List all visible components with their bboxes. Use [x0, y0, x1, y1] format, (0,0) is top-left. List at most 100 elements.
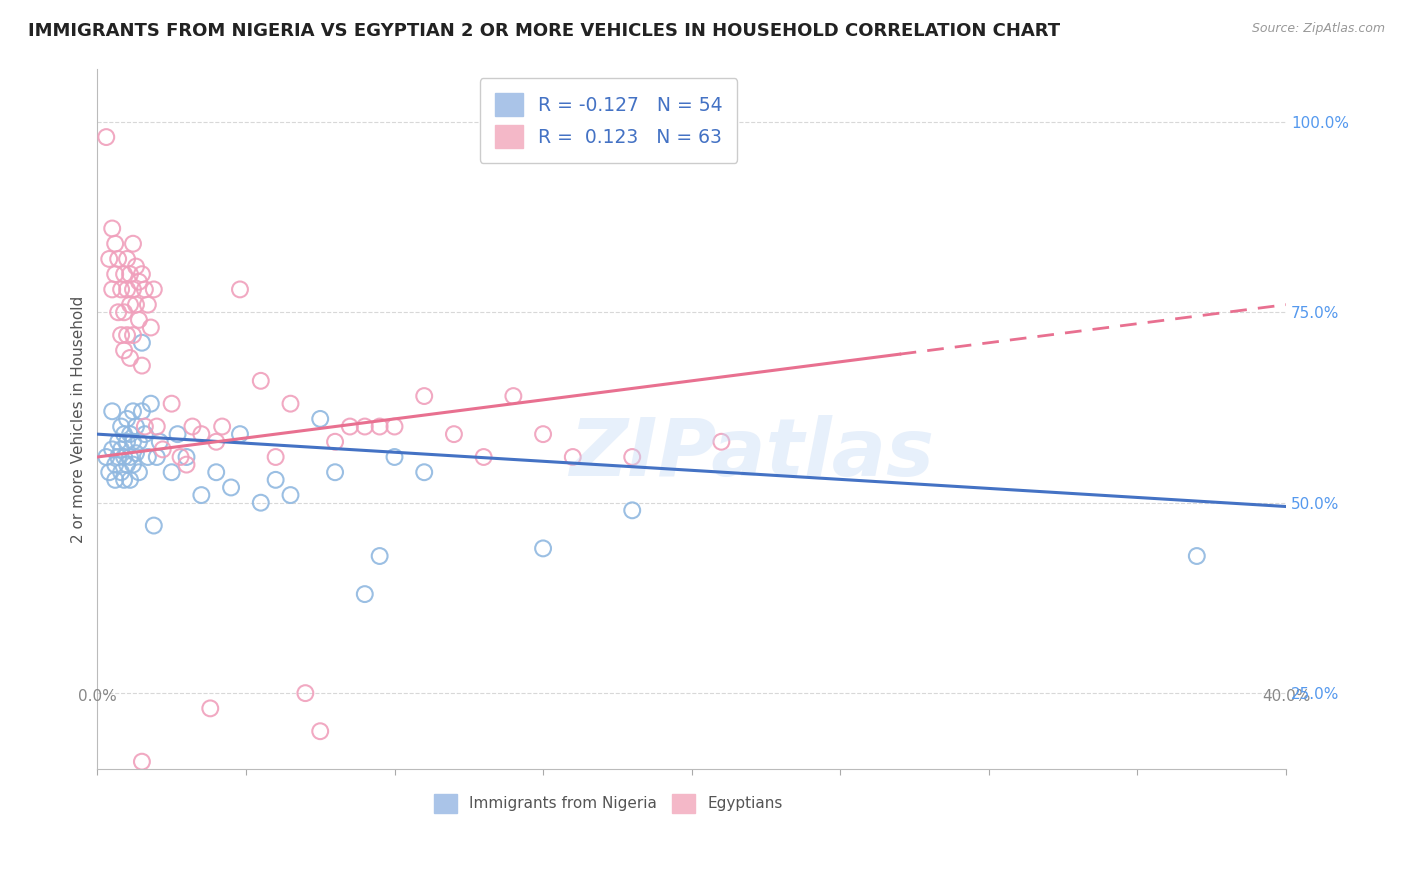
- Point: [264, 473, 287, 487]
- Point: [125, 419, 148, 434]
- Point: [205, 434, 228, 449]
- Point: [112, 427, 135, 442]
- Point: [98, 252, 121, 266]
- Point: [134, 427, 156, 442]
- Point: [229, 282, 252, 296]
- Point: [125, 298, 148, 312]
- Text: 0.0%: 0.0%: [77, 689, 117, 704]
- Point: [368, 419, 391, 434]
- Point: [413, 389, 436, 403]
- Point: [112, 343, 135, 358]
- Point: [160, 397, 183, 411]
- Point: [249, 374, 271, 388]
- Point: [131, 335, 153, 350]
- Point: [323, 465, 346, 479]
- Point: [118, 298, 141, 312]
- Point: [134, 419, 156, 434]
- Point: [122, 434, 145, 449]
- Point: [125, 260, 148, 274]
- Point: [112, 473, 135, 487]
- Point: [166, 427, 188, 442]
- Point: [122, 236, 145, 251]
- Point: [443, 427, 465, 442]
- Point: [118, 473, 141, 487]
- Point: [139, 397, 162, 411]
- Text: 40.0%: 40.0%: [1261, 689, 1310, 704]
- Legend: Immigrants from Nigeria, Egyptians: Immigrants from Nigeria, Egyptians: [422, 781, 794, 825]
- Point: [136, 298, 159, 312]
- Point: [384, 419, 406, 434]
- Point: [122, 282, 145, 296]
- Point: [112, 450, 135, 464]
- Point: [104, 458, 127, 472]
- Point: [205, 465, 228, 479]
- Point: [115, 252, 138, 266]
- Point: [118, 427, 141, 442]
- Point: [136, 450, 159, 464]
- Point: [122, 404, 145, 418]
- Point: [107, 450, 129, 464]
- Point: [309, 724, 332, 739]
- Point: [98, 465, 121, 479]
- Point: [96, 130, 118, 145]
- Text: IMMIGRANTS FROM NIGERIA VS EGYPTIAN 2 OR MORE VEHICLES IN HOUSEHOLD CORRELATION : IMMIGRANTS FROM NIGERIA VS EGYPTIAN 2 OR…: [28, 22, 1060, 40]
- Point: [115, 328, 138, 343]
- Point: [115, 412, 138, 426]
- Point: [101, 282, 124, 296]
- Point: [219, 480, 242, 494]
- Point: [176, 458, 198, 472]
- Point: [110, 328, 132, 343]
- Point: [110, 419, 132, 434]
- Point: [128, 434, 150, 449]
- Point: [472, 450, 495, 464]
- Point: [134, 282, 156, 296]
- Point: [413, 465, 436, 479]
- Point: [112, 267, 135, 281]
- Point: [229, 427, 252, 442]
- Point: [118, 351, 141, 365]
- Point: [152, 442, 174, 457]
- Point: [561, 450, 583, 464]
- Point: [294, 686, 316, 700]
- Point: [131, 404, 153, 418]
- Point: [531, 541, 554, 556]
- Point: [139, 320, 162, 334]
- Point: [211, 419, 233, 434]
- Point: [128, 275, 150, 289]
- Point: [125, 446, 148, 460]
- Point: [176, 450, 198, 464]
- Point: [122, 458, 145, 472]
- Point: [169, 450, 191, 464]
- Point: [149, 434, 172, 449]
- Point: [1185, 549, 1208, 563]
- Point: [190, 488, 212, 502]
- Point: [131, 359, 153, 373]
- Point: [104, 267, 127, 281]
- Point: [107, 434, 129, 449]
- Point: [122, 328, 145, 343]
- Text: Source: ZipAtlas.com: Source: ZipAtlas.com: [1251, 22, 1385, 36]
- Point: [353, 587, 375, 601]
- Point: [104, 473, 127, 487]
- Point: [110, 465, 132, 479]
- Point: [264, 450, 287, 464]
- Point: [200, 701, 222, 715]
- Point: [101, 221, 124, 235]
- Point: [131, 755, 153, 769]
- Point: [309, 412, 332, 426]
- Point: [621, 503, 644, 517]
- Point: [96, 450, 118, 464]
- Point: [249, 496, 271, 510]
- Point: [110, 282, 132, 296]
- Point: [160, 465, 183, 479]
- Point: [280, 488, 302, 502]
- Point: [142, 518, 165, 533]
- Point: [131, 267, 153, 281]
- Point: [101, 404, 124, 418]
- Point: [115, 458, 138, 472]
- Point: [353, 419, 375, 434]
- Point: [531, 427, 554, 442]
- Point: [710, 434, 733, 449]
- Point: [110, 442, 132, 457]
- Point: [368, 549, 391, 563]
